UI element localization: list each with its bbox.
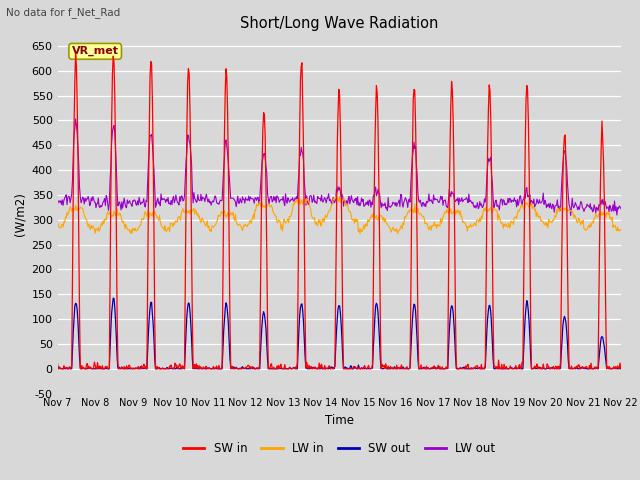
Title: Short/Long Wave Radiation: Short/Long Wave Radiation [240, 16, 438, 31]
Text: VR_met: VR_met [72, 46, 118, 57]
Text: No data for f_Net_Rad: No data for f_Net_Rad [6, 7, 121, 18]
X-axis label: Time: Time [324, 414, 354, 427]
Y-axis label: (W/m2): (W/m2) [13, 192, 26, 236]
Legend: SW in, LW in, SW out, LW out: SW in, LW in, SW out, LW out [178, 437, 500, 460]
